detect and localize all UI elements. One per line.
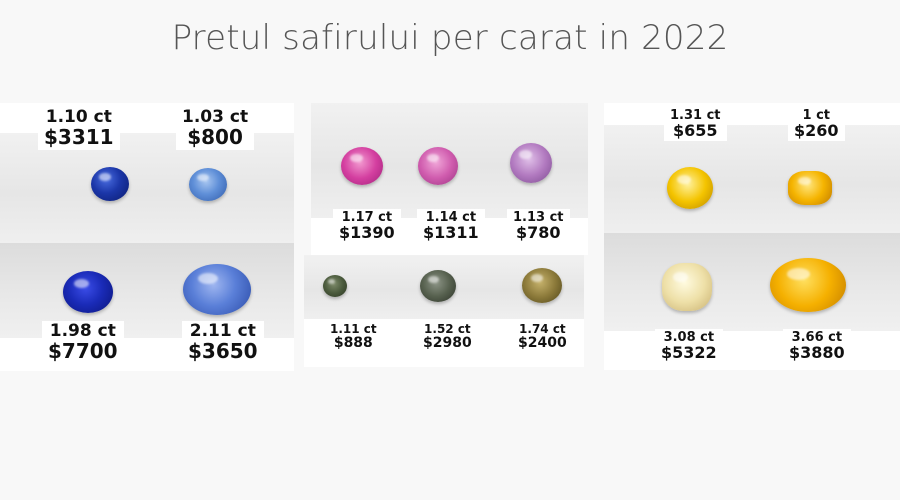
- yellow-top-photo: [604, 125, 900, 233]
- green-sapphire-174-gem: [522, 268, 562, 303]
- pink-sapphire-117-gem: [341, 147, 383, 185]
- blue-sapphire-110-gem: [91, 167, 129, 201]
- carat-text: 1.13 ct: [513, 210, 564, 225]
- blue-top-photo: [0, 133, 294, 243]
- page-title: Pretul safirului per carat in 2022: [171, 18, 729, 58]
- carat-text: 1.17 ct: [341, 210, 393, 225]
- price-text: $655: [673, 120, 718, 140]
- price-text: $1311: [423, 222, 479, 242]
- carat-text: 1.74 ct: [519, 322, 566, 336]
- carat-text: 1.52 ct: [424, 322, 471, 336]
- green-sapphire-111-gem: [323, 275, 347, 297]
- carat-text: 1 ct: [802, 108, 831, 123]
- green-sapphire-111-label: 1.11 ct $888: [324, 321, 383, 353]
- carat-text: 1.11 ct: [330, 322, 377, 336]
- price-text: $7700: [48, 338, 118, 363]
- carat-text: 1.10 ct: [45, 107, 112, 127]
- yellow-sapphire-131-label: 1.31 ct $655: [664, 107, 727, 142]
- yellow-sapphire-308-label: 3.08 ct $5322: [655, 329, 723, 364]
- green-sapphire-152-label: 1.52 ct $2980: [417, 321, 478, 353]
- yellow-sapphire-366-label: 3.66 ct $3880: [783, 329, 851, 364]
- price-text: $800: [187, 124, 243, 149]
- price-text: $3880: [789, 342, 845, 362]
- price-text: $3311: [44, 124, 114, 149]
- blue-sapphire-103-gem: [189, 168, 227, 201]
- blue-sapphire-198-label: 1.98 ct $7700: [42, 321, 124, 364]
- blue-sapphire-211-label: 2.11 ct $3650: [182, 321, 264, 364]
- price-text: $888: [333, 334, 373, 351]
- pink-sapphire-113-label: 1.13 ct $780: [507, 209, 570, 244]
- green-sapphire-174-label: 1.74 ct $2400: [512, 321, 573, 353]
- yellow-sapphire-366-gem: [770, 258, 846, 312]
- blue-sapphire-103-label: 1.03 ct $800: [176, 107, 255, 150]
- pink-sapphire-113-gem: [510, 143, 552, 183]
- carat-text: 3.08 ct: [663, 330, 715, 345]
- yellow-sapphire-308-gem: [662, 263, 712, 311]
- blue-sapphire-198-gem: [63, 271, 113, 313]
- pink-sapphire-114-gem: [418, 147, 458, 185]
- price-text: $1390: [339, 222, 395, 242]
- price-text: $5322: [661, 342, 717, 362]
- carat-text: 1.14 ct: [425, 210, 477, 225]
- blue-sapphire-211-gem: [183, 264, 251, 315]
- pink-sapphires-panel: 1.17 ct $1390 1.14 ct $1311 1.13 ct $780: [311, 103, 588, 255]
- price-text: $2400: [518, 334, 567, 351]
- yellow-sapphire-1-label: 1 ct $260: [788, 107, 845, 142]
- yellow-sapphire-131-gem: [667, 167, 713, 209]
- price-text: $260: [794, 120, 839, 140]
- blue-sapphire-110-label: 1.10 ct $3311: [38, 107, 120, 150]
- yellow-sapphires-panel: 1.31 ct $655 1 ct $260 3.08 ct $5322 3.6…: [604, 103, 900, 370]
- blue-sapphires-panel: 1.10 ct $3311 1.03 ct $800 1.98 ct $7700…: [0, 103, 294, 371]
- carat-text: 1.03 ct: [182, 107, 249, 127]
- green-sapphires-panel: 1.11 ct $888 1.52 ct $2980 1.74 ct $2400: [304, 255, 584, 367]
- yellow-sapphire-1-gem: [788, 171, 832, 205]
- pink-sapphire-114-label: 1.14 ct $1311: [417, 209, 485, 244]
- green-sapphire-152-gem: [420, 270, 456, 302]
- carat-text: 1.31 ct: [670, 108, 721, 123]
- price-text: $2980: [423, 334, 472, 351]
- pink-sapphire-117-label: 1.17 ct $1390: [333, 209, 401, 244]
- yellow-bottom-photo: [604, 233, 900, 331]
- carat-text: 1.98 ct: [49, 321, 116, 341]
- price-text: $3650: [188, 338, 258, 363]
- price-text: $780: [516, 222, 561, 242]
- carat-text: 3.66 ct: [791, 330, 843, 345]
- carat-text: 2.11 ct: [189, 321, 256, 341]
